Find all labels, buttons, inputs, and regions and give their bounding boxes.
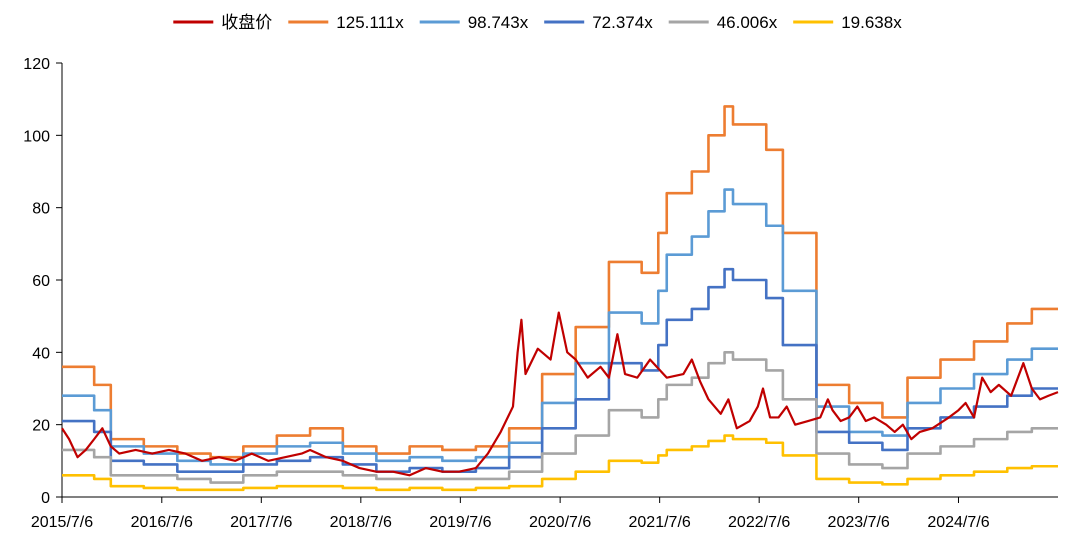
legend-item-4: 46.006x bbox=[668, 13, 778, 32]
x-tick-label: 2015/7/6 bbox=[31, 514, 93, 531]
legend-item-5: 19.638x bbox=[793, 13, 902, 32]
legend-label: 19.638x bbox=[841, 13, 902, 32]
x-tick-label: 2018/7/6 bbox=[330, 514, 392, 531]
plot-series bbox=[61, 105, 1059, 492]
series-line-0 bbox=[61, 311, 1059, 477]
series-line-4 bbox=[62, 351, 1058, 484]
series-line-3 bbox=[62, 267, 1058, 473]
legend-item-3: 72.374x bbox=[544, 13, 653, 32]
y-tick-label: 20 bbox=[32, 418, 50, 435]
y-tick-label: 40 bbox=[32, 345, 50, 362]
x-tick-label: 2023/7/6 bbox=[828, 514, 890, 531]
series-line-2 bbox=[62, 188, 1058, 466]
x-tick-label: 2024/7/6 bbox=[927, 514, 989, 531]
series-line-5 bbox=[62, 434, 1058, 492]
x-tick-label: 2020/7/6 bbox=[529, 514, 591, 531]
x-tick-label: 2016/7/6 bbox=[131, 514, 193, 531]
x-tick-label: 2017/7/6 bbox=[230, 514, 292, 531]
y-tick-label: 0 bbox=[41, 490, 50, 507]
legend: 收盘价 125.111x 98.743x 72.374x 46.006x 19.638x bbox=[173, 13, 902, 32]
y-tick-label: 120 bbox=[23, 56, 50, 73]
legend-label: 72.374x bbox=[592, 13, 653, 32]
legend-label: 125.111x bbox=[336, 13, 404, 32]
x-axis: 2015/7/6 2016/7/6 2017/7/6 2018/7/6 2019/7/6… bbox=[31, 496, 1058, 531]
y-axis: 0 20 40 60 80 100 120 bbox=[23, 56, 63, 507]
x-tick-label: 2019/7/6 bbox=[429, 514, 491, 531]
legend-label: 收盘价 bbox=[221, 13, 272, 32]
y-tick-label: 80 bbox=[32, 201, 50, 218]
x-tick-label: 2021/7/6 bbox=[629, 514, 691, 531]
legend-label: 98.743x bbox=[468, 13, 529, 32]
legend-item-1: 125.111x bbox=[288, 13, 404, 32]
series-line-1 bbox=[62, 105, 1058, 459]
y-tick-label: 60 bbox=[32, 273, 50, 290]
x-tick-label: 2022/7/6 bbox=[728, 514, 790, 531]
legend-item-2: 98.743x bbox=[419, 13, 529, 32]
y-tick-label: 100 bbox=[23, 128, 50, 145]
legend-label: 46.006x bbox=[717, 13, 778, 32]
legend-item-0: 收盘价 bbox=[173, 13, 272, 32]
